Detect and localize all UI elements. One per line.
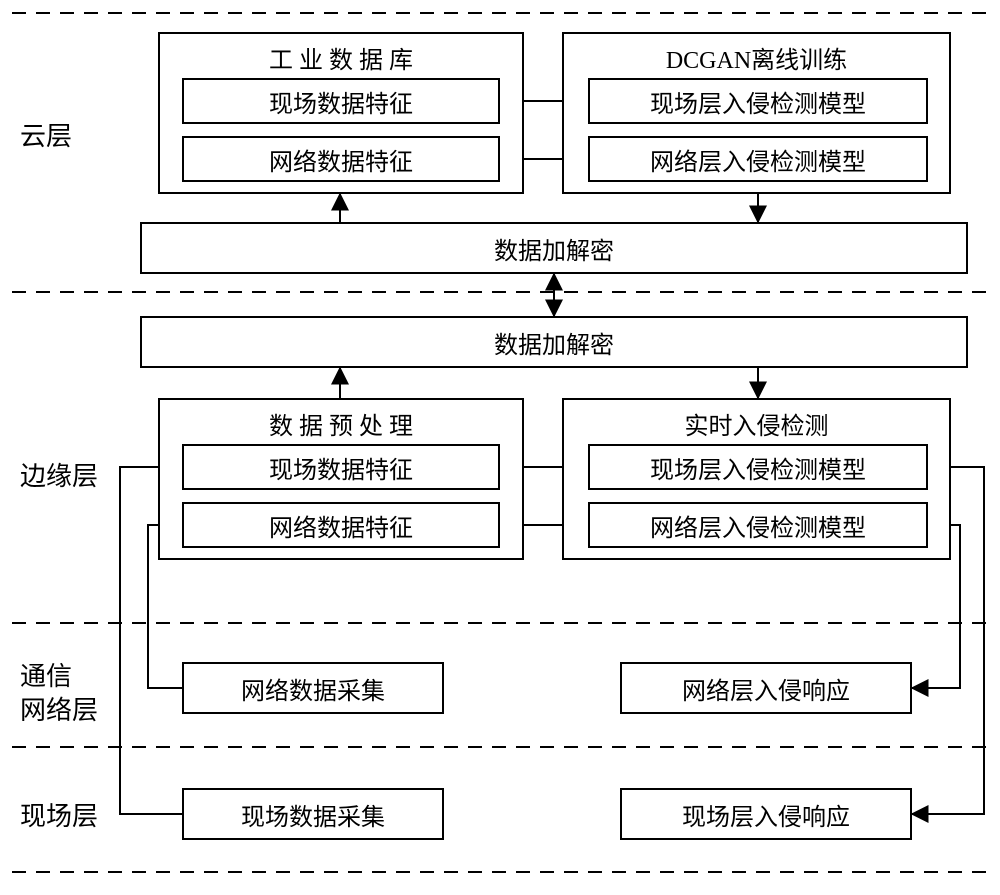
edge-crypto: 数据加解密 xyxy=(140,316,968,368)
edge-preproc-box-title: 数 据 预 处 理 xyxy=(160,406,522,441)
cloud-crypto: 数据加解密 xyxy=(140,222,968,274)
layer-label-field: 现场层 xyxy=(20,800,98,834)
cloud-db-item1: 现场数据特征 xyxy=(182,78,500,124)
cloud-dcgan-item1: 现场层入侵检测模型 xyxy=(588,78,928,124)
edge-preproc-item1: 现场数据特征 xyxy=(182,444,500,490)
cloud-dcgan-box-title: DCGAN离线训练 xyxy=(564,40,949,75)
edge-detect-box-title: 实时入侵检测 xyxy=(564,406,949,441)
diagram-canvas: 云层边缘层通信网络层现场层工 业 数 据 库现场数据特征网络数据特征DCGAN离… xyxy=(0,0,1000,895)
layer-label-edge: 边缘层 xyxy=(20,460,98,494)
field-collect: 现场数据采集 xyxy=(182,788,444,840)
layer-label-network: 通信网络层 xyxy=(20,660,98,728)
network-collect: 网络数据采集 xyxy=(182,662,444,714)
cloud-db-item2: 网络数据特征 xyxy=(182,136,500,182)
cloud-dcgan-item2: 网络层入侵检测模型 xyxy=(588,136,928,182)
cloud-db-box-title: 工 业 数 据 库 xyxy=(160,40,522,75)
edge-preproc-item2: 网络数据特征 xyxy=(182,502,500,548)
edge-detect-item1: 现场层入侵检测模型 xyxy=(588,444,928,490)
field-response: 现场层入侵响应 xyxy=(620,788,912,840)
network-response: 网络层入侵响应 xyxy=(620,662,912,714)
edge-detect-item2: 网络层入侵检测模型 xyxy=(588,502,928,548)
layer-label-cloud: 云层 xyxy=(20,120,72,154)
